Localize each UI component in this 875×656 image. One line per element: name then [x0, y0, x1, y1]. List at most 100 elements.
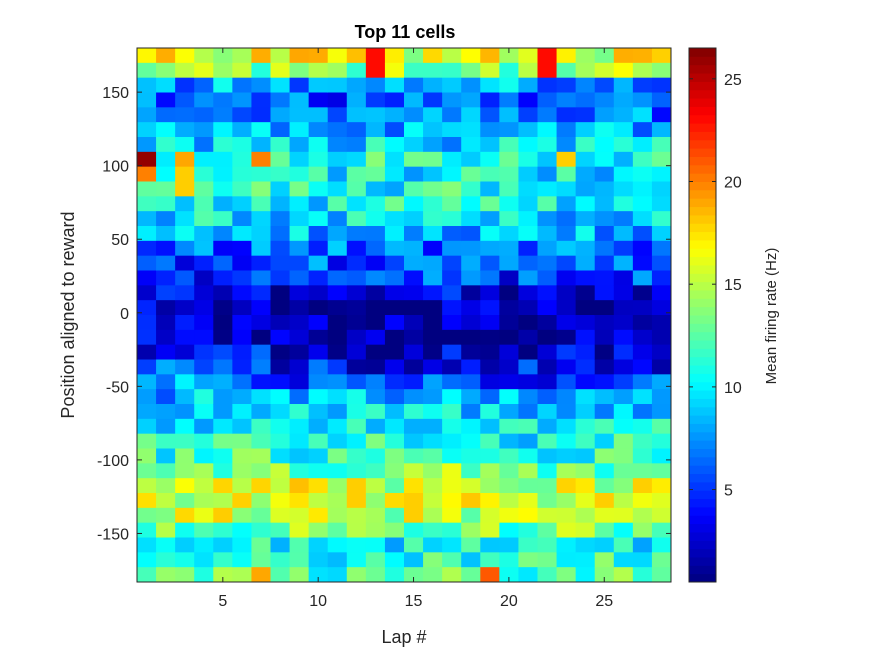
- heatmap-cell: [423, 463, 443, 479]
- heatmap-cell: [308, 196, 329, 212]
- heatmap-cell: [270, 62, 291, 79]
- heatmap-cell: [575, 404, 596, 420]
- heatmap-cell: [251, 552, 271, 568]
- heatmap-cell: [404, 567, 424, 583]
- colorbar-segment: [689, 423, 716, 433]
- heatmap-cell: [384, 359, 405, 375]
- heatmap-cell: [194, 374, 214, 390]
- heatmap-cell: [327, 181, 348, 197]
- heatmap-cell: [499, 404, 519, 420]
- heatmap-cell: [270, 418, 291, 435]
- heatmap-cell: [594, 300, 615, 316]
- heatmap-cell: [594, 48, 615, 64]
- heatmap-cell: [575, 507, 596, 524]
- heatmap-cell: [461, 122, 481, 138]
- heatmap-cell: [404, 255, 424, 271]
- heatmap-cell: [213, 389, 233, 405]
- heatmap-cell: [365, 137, 386, 153]
- heatmap-cell: [537, 433, 558, 449]
- heatmap-cell: [613, 107, 634, 123]
- heatmap-cell: [461, 537, 481, 553]
- heatmap-cell: [442, 107, 462, 123]
- colorbar-ticks: 5 10 15 20 25: [689, 72, 742, 500]
- heatmap-cell: [327, 359, 348, 375]
- heatmap-cell: [346, 300, 367, 316]
- colorbar-segment: [689, 48, 716, 57]
- heatmap-cell: [289, 137, 310, 153]
- heatmap-cell: [232, 48, 252, 64]
- heatmap-cell: [632, 315, 653, 331]
- colorbar-segment: [689, 473, 716, 483]
- heatmap-cell: [480, 196, 500, 212]
- heatmap-cell: [632, 567, 653, 583]
- heatmap-cell: [232, 226, 252, 242]
- heatmap-cell: [594, 137, 615, 153]
- heatmap-cell: [365, 270, 386, 286]
- heatmap-cell: [423, 151, 443, 168]
- heatmap-cell: [213, 448, 233, 464]
- heatmap-cell: [518, 463, 538, 479]
- heatmap-cell: [575, 92, 596, 108]
- heatmap-cell: [632, 211, 653, 227]
- heatmap-cell: [327, 418, 348, 435]
- heatmap-cell: [404, 166, 424, 182]
- heatmap-cell: [537, 151, 558, 168]
- heatmap-cell: [518, 507, 538, 524]
- heatmap-cell: [137, 181, 157, 197]
- heatmap-cell: [346, 77, 367, 93]
- heatmap-cell: [442, 166, 462, 182]
- heatmap-cell: [365, 300, 386, 316]
- heatmap-cell: [442, 329, 462, 346]
- heatmap-cell: [156, 92, 176, 108]
- heatmap-cell: [480, 463, 500, 479]
- heatmap-cell: [594, 418, 615, 435]
- heatmap-cell: [518, 418, 538, 435]
- heatmap-cell: [651, 537, 672, 553]
- heatmap-cell: [537, 166, 558, 182]
- heatmap-cell: [613, 196, 634, 212]
- heatmap-cell: [232, 433, 252, 449]
- heatmap-cell: [480, 507, 500, 524]
- heatmap-cell: [289, 255, 310, 271]
- heatmap-cell: [404, 77, 424, 93]
- heatmap-cell: [156, 433, 176, 449]
- heatmap-cell: [632, 181, 653, 197]
- heatmap-cell: [156, 448, 176, 464]
- heatmap-cell: [156, 359, 176, 375]
- heatmap-cell: [632, 151, 653, 168]
- heatmap-cell: [518, 567, 538, 583]
- heatmap-cell: [308, 418, 329, 435]
- colorbar-segment: [689, 123, 716, 132]
- heatmap-cell: [346, 374, 367, 390]
- heatmap-cell: [499, 48, 519, 64]
- heatmap-cell: [651, 359, 672, 375]
- heatmap-cell: [423, 62, 443, 79]
- heatmap-cell: [384, 315, 405, 331]
- heatmap-cell: [518, 240, 538, 257]
- heatmap-cell: [594, 344, 615, 360]
- heatmap-cell: [384, 151, 405, 168]
- heatmap-cell: [423, 567, 443, 583]
- heatmap-cell: [461, 211, 481, 227]
- heatmap-cell: [175, 418, 195, 435]
- heatmap-cell: [137, 122, 157, 138]
- heatmap-cell: [327, 137, 348, 153]
- heatmap-cell: [461, 493, 481, 509]
- heatmap-cell: [423, 433, 443, 449]
- heatmap-cell: [289, 285, 310, 301]
- heatmap-cell: [461, 374, 481, 390]
- heatmap-cell: [632, 122, 653, 138]
- heatmap-cell: [156, 255, 176, 271]
- heatmap-cell: [518, 62, 538, 79]
- heatmap-cell: [423, 478, 443, 494]
- heatmap-cell: [442, 285, 462, 301]
- heatmap-cell: [423, 418, 443, 435]
- heatmap-cell: [384, 463, 405, 479]
- heatmap-cell: [632, 300, 653, 316]
- heatmap-cell: [632, 48, 653, 64]
- heatmap-cell: [137, 418, 157, 435]
- heatmap-cell: [213, 329, 233, 346]
- heatmap-cell: [270, 196, 291, 212]
- heatmap-cell: [327, 507, 348, 524]
- heatmap-cell: [404, 344, 424, 360]
